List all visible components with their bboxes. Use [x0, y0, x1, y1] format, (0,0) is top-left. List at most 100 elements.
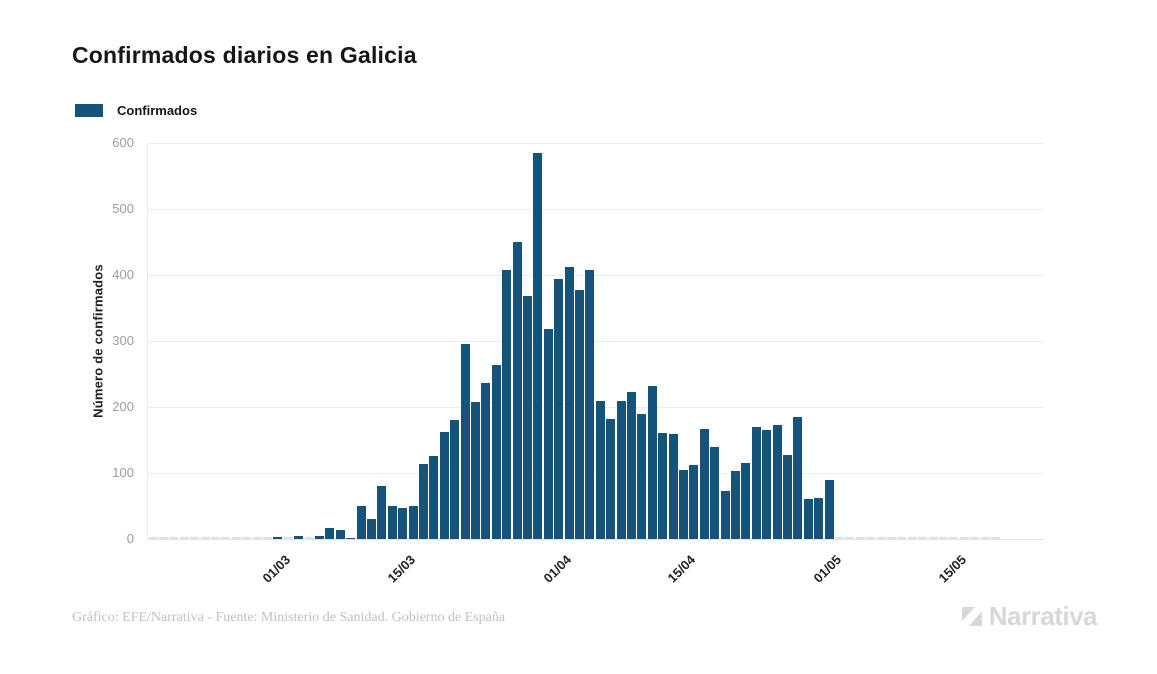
y-tick-label-300: 300 — [112, 333, 134, 348]
bar[interactable] — [835, 537, 845, 539]
bar[interactable] — [429, 456, 439, 539]
bar[interactable] — [325, 528, 335, 539]
bar[interactable] — [897, 537, 907, 539]
bar[interactable] — [543, 329, 553, 539]
bar[interactable] — [231, 537, 241, 539]
bar[interactable] — [824, 480, 834, 539]
x-tick-label-15-05: 15/05 — [935, 552, 969, 586]
bar[interactable] — [710, 447, 720, 539]
bar[interactable] — [470, 402, 480, 539]
bar[interactable] — [439, 432, 449, 539]
footer-credit: Gráfico: EFE/Narrativa - Fuente: Ministe… — [72, 610, 506, 625]
bar[interactable] — [210, 537, 220, 539]
bar[interactable] — [460, 344, 470, 539]
bar[interactable] — [398, 508, 408, 539]
bar[interactable] — [169, 537, 179, 539]
bar[interactable] — [928, 537, 938, 539]
y-tick-label-200: 200 — [112, 399, 134, 414]
bar[interactable] — [387, 506, 397, 539]
bar[interactable] — [491, 365, 501, 539]
gridline-500 — [148, 209, 1044, 210]
bar[interactable] — [564, 267, 574, 539]
bar[interactable] — [679, 470, 689, 539]
bar[interactable] — [450, 420, 460, 539]
bar[interactable] — [731, 471, 741, 539]
gridline-0 — [148, 539, 1044, 540]
bar[interactable] — [221, 537, 231, 539]
bar[interactable] — [939, 537, 949, 539]
bar[interactable] — [793, 417, 803, 539]
x-tick-label-15-03: 15/03 — [384, 552, 418, 586]
bar[interactable] — [887, 537, 897, 539]
plot-area — [147, 143, 1044, 540]
bar[interactable] — [502, 270, 512, 539]
bar[interactable] — [699, 429, 709, 539]
x-tick-label-01-05: 01/05 — [810, 552, 845, 586]
bar[interactable] — [616, 401, 626, 539]
bar[interactable] — [741, 463, 751, 539]
bar[interactable] — [803, 499, 813, 539]
bar[interactable] — [918, 537, 928, 539]
bar[interactable] — [533, 153, 543, 539]
bar[interactable] — [783, 455, 793, 539]
bar[interactable] — [668, 434, 678, 539]
bar[interactable] — [876, 537, 886, 539]
bar[interactable] — [991, 537, 1001, 539]
y-tick-label-500: 500 — [112, 201, 134, 216]
bar[interactable] — [356, 506, 366, 539]
bar[interactable] — [762, 430, 772, 539]
bar[interactable] — [314, 536, 324, 539]
bar[interactable] — [689, 465, 699, 539]
bar[interactable] — [585, 270, 595, 539]
legend-label: Confirmados — [117, 103, 198, 118]
bar[interactable] — [283, 537, 293, 539]
bar[interactable] — [575, 290, 584, 539]
bar[interactable] — [252, 537, 262, 539]
bar[interactable] — [335, 530, 345, 539]
bar[interactable] — [970, 537, 980, 539]
narrativa-logo-icon — [961, 607, 982, 626]
bar[interactable] — [522, 296, 532, 539]
bar[interactable] — [595, 401, 605, 539]
bar[interactable] — [949, 537, 959, 539]
bar[interactable] — [377, 486, 387, 539]
bar[interactable] — [959, 537, 969, 539]
x-tick-label-01-03: 01/03 — [259, 552, 293, 586]
bar[interactable] — [855, 537, 865, 539]
narrativa-logo-text: Narrativa — [988, 601, 1098, 631]
bar[interactable] — [481, 383, 491, 539]
bar[interactable] — [637, 414, 647, 539]
gridline-400 — [148, 275, 1044, 276]
bar[interactable] — [980, 537, 990, 539]
bar[interactable] — [658, 433, 668, 539]
bar[interactable] — [907, 537, 917, 539]
bar[interactable] — [814, 498, 824, 539]
y-tick-label-0: 0 — [126, 531, 134, 546]
bar[interactable] — [512, 242, 522, 539]
bar[interactable] — [606, 419, 616, 539]
bar[interactable] — [845, 537, 855, 539]
bar[interactable] — [720, 491, 730, 539]
bar[interactable] — [408, 506, 418, 539]
bar[interactable] — [273, 537, 283, 539]
y-tick-label-400: 400 — [112, 267, 134, 282]
bar[interactable] — [418, 464, 428, 539]
bar[interactable] — [751, 427, 761, 539]
bar[interactable] — [627, 392, 636, 539]
bar[interactable] — [346, 538, 356, 539]
chart-title: Confirmados diarios en Galicia — [72, 42, 417, 68]
bar[interactable] — [772, 425, 782, 539]
bar[interactable] — [554, 279, 564, 539]
bar[interactable] — [294, 536, 304, 539]
bar[interactable] — [647, 386, 657, 539]
bar[interactable] — [179, 537, 189, 539]
bar[interactable] — [366, 519, 376, 539]
bar[interactable] — [866, 537, 876, 539]
bar[interactable] — [242, 537, 252, 539]
bar[interactable] — [148, 537, 158, 539]
bar[interactable] — [262, 537, 272, 539]
bar[interactable] — [200, 537, 210, 539]
bar[interactable] — [158, 537, 168, 539]
bar[interactable] — [304, 537, 314, 539]
bar[interactable] — [190, 537, 200, 539]
